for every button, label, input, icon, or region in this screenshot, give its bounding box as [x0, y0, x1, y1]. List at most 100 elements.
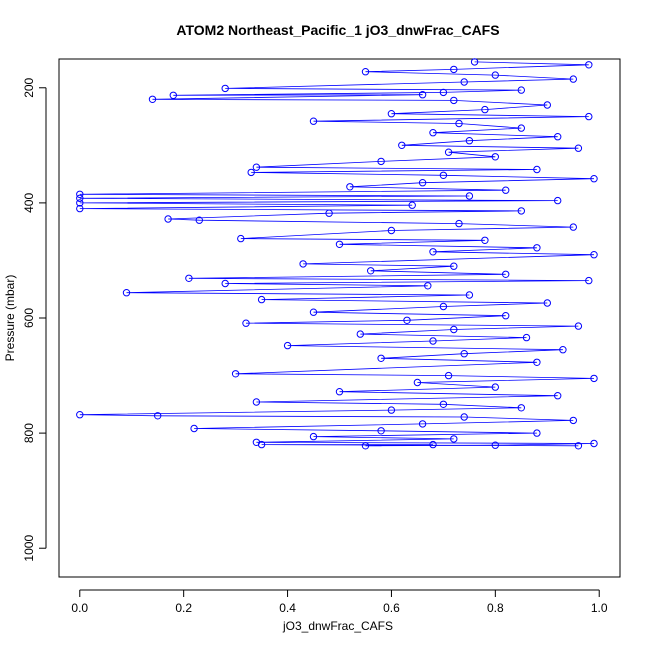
- data-point: [574, 322, 583, 330]
- data-point: [309, 117, 318, 125]
- data-point: [574, 144, 583, 152]
- x-tick-label: 0.2: [175, 601, 192, 615]
- y-axis-label: Pressure (mbar): [3, 275, 17, 362]
- data-point: [491, 383, 499, 391]
- y-tick-label: 200: [22, 77, 36, 97]
- data-point: [367, 267, 375, 275]
- data-point: [502, 270, 510, 278]
- data-point: [418, 91, 427, 99]
- data-point: [335, 240, 344, 249]
- x-tick-label: 1.0: [591, 601, 608, 615]
- data-point: [554, 133, 562, 141]
- data-point: [590, 175, 598, 183]
- x-tick-label: 0.4: [279, 601, 296, 615]
- data-point: [533, 244, 541, 252]
- data-point: [569, 223, 577, 231]
- data-point: [470, 58, 479, 66]
- data-point: [76, 199, 84, 207]
- x-tick-label: 0.0: [71, 601, 88, 615]
- data-point: [76, 204, 84, 213]
- data-point: [283, 341, 292, 350]
- data-point: [247, 168, 255, 177]
- data-point: [517, 207, 525, 215]
- data-point: [418, 179, 427, 187]
- x-tick-label: 0.6: [383, 601, 400, 615]
- data-point: [429, 440, 437, 449]
- data-point: [387, 110, 396, 118]
- data-point: [429, 129, 437, 137]
- data-point: [491, 71, 499, 79]
- data-point: [195, 216, 204, 224]
- data-point: [361, 442, 370, 450]
- data-point: [190, 424, 198, 433]
- data-point: [481, 105, 489, 114]
- x-axis: 0.0 0.2 0.4 0.6 0.8 1.0: [71, 589, 608, 615]
- data-point: [169, 91, 178, 100]
- data-point: [585, 276, 593, 285]
- data-point: [590, 439, 598, 448]
- data-point: [450, 96, 458, 105]
- data-point: [185, 274, 193, 282]
- data-point: [460, 78, 468, 86]
- data-point: [221, 279, 229, 288]
- data-point: [439, 302, 448, 311]
- data-point: [533, 165, 541, 174]
- data-point: [237, 234, 245, 243]
- data-point: [439, 88, 448, 97]
- y-tick-label: 800: [22, 423, 36, 443]
- data-point: [408, 201, 416, 209]
- data-point: [559, 346, 567, 354]
- x-axis-label: jO3_dnwFrac_CAFS: [282, 619, 393, 633]
- data-point: [76, 411, 84, 419]
- data-point: [387, 226, 396, 235]
- plot-frame: [58, 58, 621, 578]
- y-axis: 200 400 600 800 1000: [22, 77, 47, 562]
- data-point: [346, 183, 354, 191]
- data-point: [465, 291, 474, 299]
- data-point: [429, 337, 437, 345]
- data-point: [455, 219, 463, 228]
- data-point: [574, 442, 583, 450]
- data-point: [533, 429, 541, 437]
- data-point: [252, 398, 261, 406]
- data-point: [387, 406, 396, 414]
- data-point: [361, 68, 370, 76]
- data-point: [335, 388, 344, 396]
- data-point: [590, 374, 598, 383]
- data-point: [398, 141, 406, 150]
- data-point: [450, 262, 458, 270]
- data-point: [444, 371, 453, 380]
- chart-title: ATOM2 Northeast_Pacific_1 jO3_dnwFrac_CA…: [176, 22, 499, 38]
- data-point: [231, 370, 240, 378]
- data-point: [569, 416, 577, 425]
- data-point: [450, 65, 458, 74]
- y-tick-label: 400: [22, 193, 36, 213]
- data-point: [502, 312, 510, 320]
- data-point: [450, 435, 458, 443]
- data-point: [569, 75, 577, 83]
- data-point: [309, 432, 318, 441]
- data-point: [242, 319, 250, 327]
- data-point: [554, 392, 562, 400]
- x-tick-label: 0.8: [487, 601, 504, 615]
- data-point: [517, 124, 525, 132]
- data-point: [221, 84, 229, 93]
- data-point: [439, 171, 448, 180]
- data-point: [590, 251, 598, 259]
- data-point: [543, 299, 551, 307]
- data-point: [413, 378, 422, 387]
- data-point: [460, 350, 468, 358]
- data-point: [299, 260, 307, 268]
- data-point: [377, 157, 385, 166]
- data-point: [257, 440, 266, 449]
- data-point: [481, 236, 489, 245]
- data-point: [491, 153, 499, 161]
- data-point: [460, 413, 468, 421]
- data-point: [465, 192, 474, 200]
- data-point: [257, 295, 266, 304]
- data-point: [164, 215, 172, 223]
- data-point: [424, 282, 432, 290]
- series-line: [79, 61, 595, 447]
